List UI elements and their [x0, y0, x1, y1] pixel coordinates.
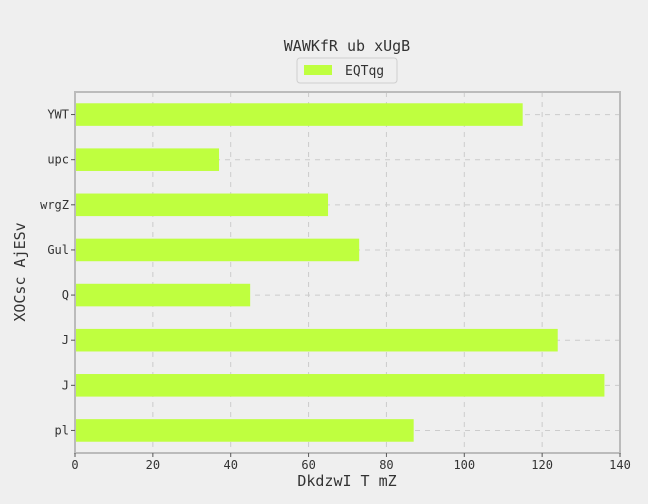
- x-tick-label: 60: [301, 458, 315, 472]
- chart-title: WAWKfR ub xUgB: [284, 37, 410, 55]
- y-tick-label: YWT: [47, 108, 69, 122]
- bar-5: [75, 328, 558, 352]
- x-tick-label: 40: [223, 458, 237, 472]
- x-tick-label: 100: [453, 458, 475, 472]
- x-tick-label: 140: [609, 458, 631, 472]
- legend-swatch: [304, 65, 332, 75]
- y-tick-label: J: [62, 378, 69, 392]
- x-axis-label: DkdzwI T mZ: [297, 472, 396, 490]
- y-tick-label: J: [62, 333, 69, 347]
- legend-box: [296, 57, 398, 84]
- legend: EQTqg: [296, 57, 398, 84]
- y-tick-label: upc: [47, 153, 69, 167]
- y-axis-ticks: YWT upc wrgZ Gul Q J Jpl: [40, 108, 75, 437]
- legend-label: EQTqg: [345, 64, 384, 79]
- x-tick-label: 80: [379, 458, 393, 472]
- bar-6: [75, 374, 605, 397]
- bar-1: [75, 148, 220, 171]
- bar-0: [75, 103, 523, 126]
- x-tick-label: 0: [71, 458, 78, 472]
- bar-4: [75, 283, 251, 307]
- x-tick-label: 20: [146, 458, 160, 472]
- bar-7: [75, 419, 414, 442]
- plot-frame: [74, 91, 621, 454]
- y-tick-label: wrgZ: [40, 198, 69, 212]
- y-tick-label: Q: [62, 288, 69, 302]
- x-axis-ticks: 0 20 40 60 80 100 120 140: [71, 453, 631, 472]
- y-axis-label: XOCsc AjESv: [11, 222, 29, 321]
- bar-2: [75, 193, 329, 217]
- y-tick-label: Gul: [47, 243, 69, 257]
- bars: [75, 103, 605, 442]
- x-tick-label: 120: [531, 458, 553, 472]
- bar-3: [75, 238, 360, 262]
- y-tick-label: pl: [55, 423, 69, 437]
